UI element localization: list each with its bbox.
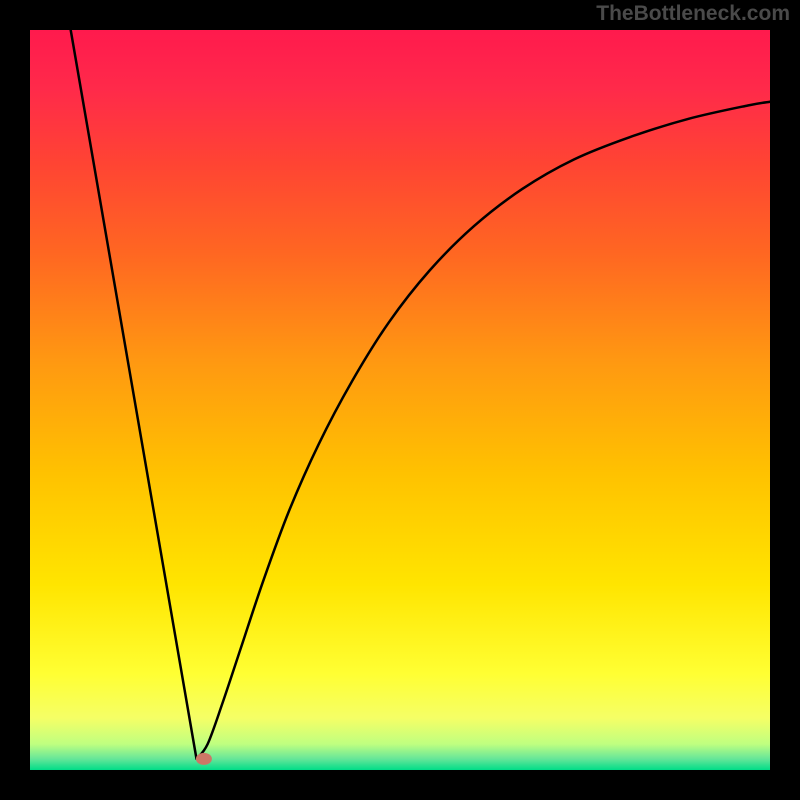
plot-background xyxy=(30,30,770,770)
watermark-text: TheBottleneck.com xyxy=(596,2,790,26)
chart-svg xyxy=(0,0,800,800)
optimal-point-marker xyxy=(196,753,212,765)
chart-container: TheBottleneck.com xyxy=(0,0,800,800)
